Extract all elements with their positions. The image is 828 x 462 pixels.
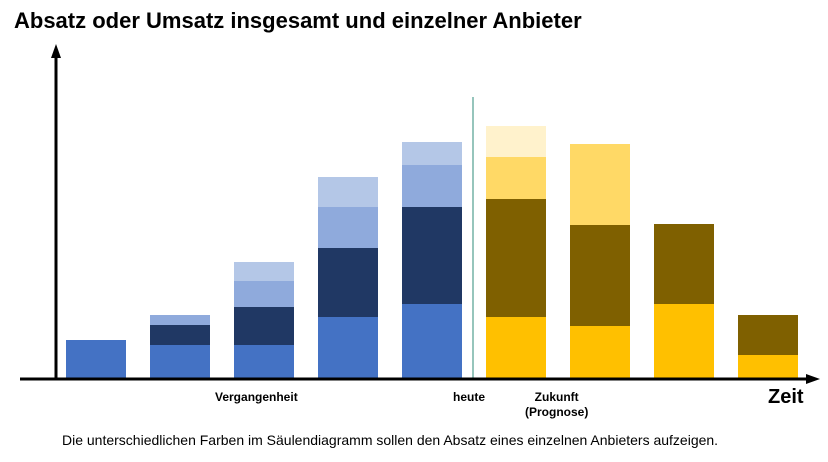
bar-4-segment-second [318, 248, 378, 317]
bars-layer [66, 126, 798, 379]
period-label-now: heute [453, 390, 486, 404]
bar-8-segment-base [654, 304, 714, 379]
period-label-future: Zukunft (Prognose) [525, 390, 589, 419]
x-axis-arrow-icon [806, 374, 820, 384]
y-axis-arrow-icon [51, 44, 61, 58]
bar-7-segment-base [570, 326, 630, 379]
bar-4-segment-third [318, 207, 378, 248]
bar-6-segment-top [486, 126, 546, 157]
bar-5-segment-base [402, 304, 462, 379]
bar-3-segment-third [234, 281, 294, 307]
bar-9-segment-second [738, 315, 798, 355]
chart-caption: Die unterschiedlichen Farben im Säulendi… [62, 432, 719, 448]
chart-title: Absatz oder Umsatz insgesamt und einzeln… [14, 8, 582, 33]
bar-2-segment-base [150, 345, 210, 379]
bar-7-segment-third [570, 144, 630, 225]
bar-3-segment-second [234, 307, 294, 345]
bar-5-segment-third [402, 165, 462, 207]
bar-3-segment-top [234, 262, 294, 281]
bar-6-segment-second [486, 199, 546, 317]
bar-5-segment-second [402, 207, 462, 304]
period-label-past: Vergangenheit [215, 390, 298, 404]
bar-6-segment-third [486, 157, 546, 199]
bar-4-segment-top [318, 177, 378, 207]
x-axis-label: Zeit [768, 386, 804, 408]
bar-2-segment-second [150, 325, 210, 345]
bar-7-segment-second [570, 225, 630, 326]
bar-4-segment-base [318, 317, 378, 379]
bar-2-segment-third [150, 315, 210, 325]
bar-5-segment-top [402, 142, 462, 165]
bar-1-segment-base [66, 340, 126, 379]
bar-3-segment-base [234, 345, 294, 379]
bar-6-segment-base [486, 317, 546, 379]
bar-8-segment-second [654, 224, 714, 304]
bar-9-segment-base [738, 355, 798, 379]
